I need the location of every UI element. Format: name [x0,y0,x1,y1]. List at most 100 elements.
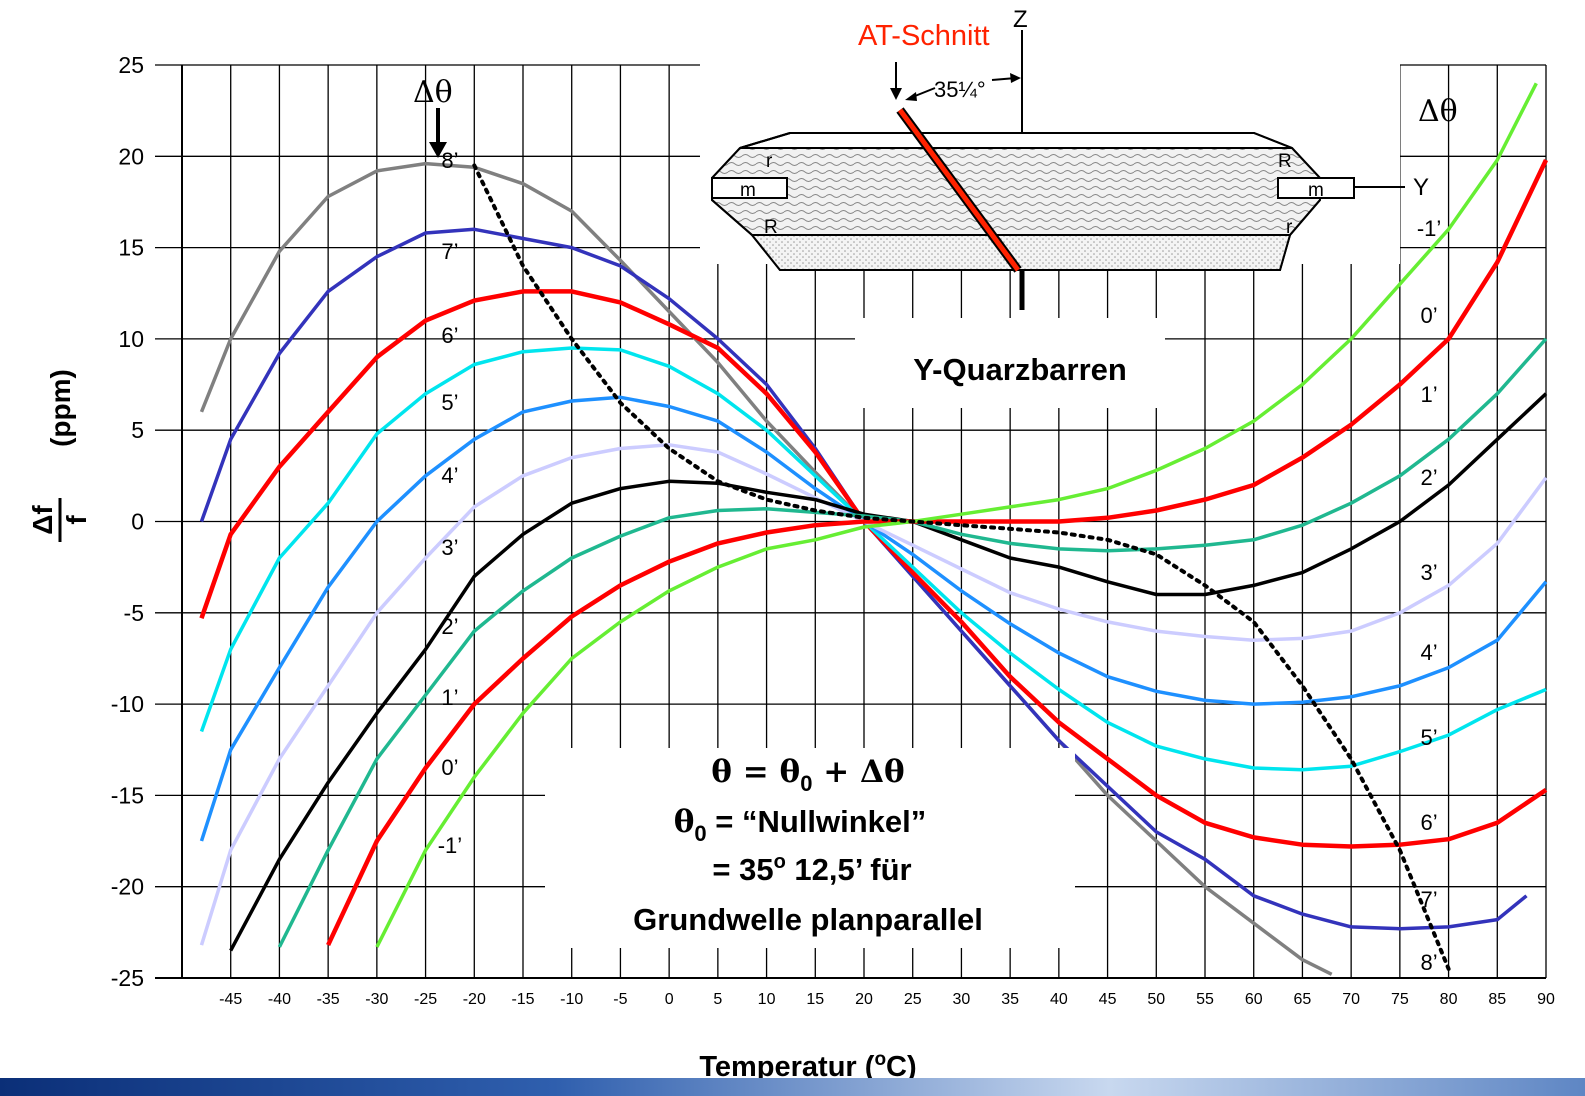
y-tick-label: -5 [124,600,144,626]
y-tick-label: 0 [131,509,144,535]
x-tick-label: 90 [1537,991,1555,1008]
y-tick-labels: 25 20 15 10 5 0 -5 -10 -15 -20 -25 [111,52,144,991]
right-angle-label: 5’ [1421,725,1438,750]
at-cut-pointer-head [890,88,902,100]
right-angle-label: 0’ [1421,303,1438,328]
x-tick-labels: -45 -40 -35 -30 -25 -20 -15 -10 -5 0 5 10 15 20 25 30 35… [219,991,1555,1008]
series-line [199,161,1333,976]
x-tick-label: 40 [1050,991,1068,1008]
x-tick-label: 50 [1147,991,1165,1008]
left-angle-label: 4’ [441,463,458,488]
delta-theta-right-label: Δθ [1418,94,1458,129]
left-angle-label: 2’ [441,614,458,639]
right-angle-label: 8’ [1421,950,1438,975]
face-r-top-left: r [766,151,773,172]
y-axis-label-denominator: f [61,515,92,525]
right-angle-labels: -1’ 0’ 1’ 2’ 3’ 4’ 5’ 6’ 7’ 8’ [1417,216,1441,975]
crystal-body [711,147,1321,236]
quartz-bar-diagram: AT-Schnitt 35¼° Z Y r m R R m r Y-Quarzb… [700,2,1429,408]
x-axis-label: Temperatur (oC) [699,1049,916,1083]
x-tick-label: 5 [713,991,722,1008]
z-axis-label: Z [1013,6,1028,33]
x-tick-label: 80 [1440,991,1458,1008]
y-tick-label: -25 [111,965,144,991]
x-tick-label: 15 [806,991,824,1008]
y-axis-label-unit: (ppm) [45,369,76,447]
x-tick-label: 85 [1488,991,1506,1008]
right-angle-label: 3’ [1421,560,1438,585]
x-tick-label: -40 [268,991,291,1008]
right-angle-label: 7’ [1421,887,1438,912]
diagram-title-background [855,318,1165,408]
x-tick-label: 55 [1196,991,1214,1008]
at-cut-label: AT-Schnitt [858,20,990,52]
formula-line-4: Grundwelle planparallel [633,902,983,937]
y-tick-label: -10 [111,691,144,717]
x-tick-label: -35 [317,991,340,1008]
x-tick-label: -10 [560,991,583,1008]
zero-tc-dotted-line [472,163,1451,971]
x-tick-label: -30 [365,991,388,1008]
formula-box [545,748,1075,948]
x-tick-label: 60 [1245,991,1263,1008]
y-tick-label: 10 [118,326,144,352]
x-tick-label: 35 [1001,991,1019,1008]
left-angle-label: 7’ [441,239,458,264]
y-axis-label-numerator: Δf [27,505,58,535]
angle-arrow-left-head [905,92,917,101]
x-tick-label: -5 [613,991,627,1008]
left-angle-label: -1’ [438,833,462,858]
y-tick-label: -15 [111,782,144,808]
delta-theta-arrow-head [429,142,447,158]
series-line [375,82,1538,948]
left-angle-label: 8’ [441,148,458,173]
y-tick-label: 25 [118,52,144,78]
x-tick-label: 30 [953,991,971,1008]
formula-line-2: θ0 = “Nullwinkel” [674,804,927,846]
angle-arrow-right-head [1010,73,1021,83]
prism-face-left [711,177,788,199]
delta-theta-left-label: Δθ [413,75,453,110]
x-tick-label: -45 [219,991,242,1008]
x-tick-label: 10 [758,991,776,1008]
left-angle-label: 0’ [441,755,458,780]
right-angle-label: 2’ [1421,465,1438,490]
x-tick-label: -15 [511,991,534,1008]
face-m-right: m [1308,180,1324,201]
quartz-bar-title: Y-Quarzbarren [913,352,1127,387]
right-angle-label: -1’ [1417,216,1441,241]
top-face [739,132,1293,149]
y-tick-label: 5 [131,417,144,443]
formula-line-1: θ = θ0 + Δθ [711,754,904,796]
right-angle-label: 1’ [1421,382,1438,407]
x-tick-label: 65 [1294,991,1312,1008]
at-cut-line [897,108,1021,272]
zero-temp-coefficient-curve [472,163,1451,971]
y-axis-diagram-label: Y [1413,174,1429,201]
face-r-bottom-right: r [1286,217,1293,238]
left-angle-label: 1’ [441,685,458,710]
series-line [199,346,1547,772]
angle-label: 35¼° [934,77,986,102]
right-angle-label: 4’ [1421,640,1438,665]
x-tick-label: 20 [855,991,873,1008]
left-angle-label: 6’ [441,323,458,348]
formula-line-3: = 35o 12,5’ für [712,851,911,887]
y-tick-label: 20 [118,143,144,169]
face-R-top-right: R [1278,151,1292,172]
y-axis-label: Δf f (ppm) [27,369,92,542]
x-tick-label: -25 [414,991,437,1008]
y-tick-label: 15 [118,235,144,261]
bottom-face [749,234,1292,271]
face-m-left: m [740,180,756,201]
left-angle-labels: 8’ 7’ 6’ 5’ 4’ 3’ 2’ 1’ 0’ -1’ [438,148,462,858]
x-tick-label: 70 [1342,991,1360,1008]
left-angle-label: 3’ [441,535,458,560]
footer-bar [0,1078,1585,1096]
formula-text: θ = θ0 + Δθ θ0 = “Nullwinkel” = 35o 12,5… [633,754,983,937]
x-tick-label: 75 [1391,991,1409,1008]
face-R-bottom-left: R [764,217,778,238]
y-tick-label: -20 [111,874,144,900]
x-tick-label: -20 [463,991,486,1008]
